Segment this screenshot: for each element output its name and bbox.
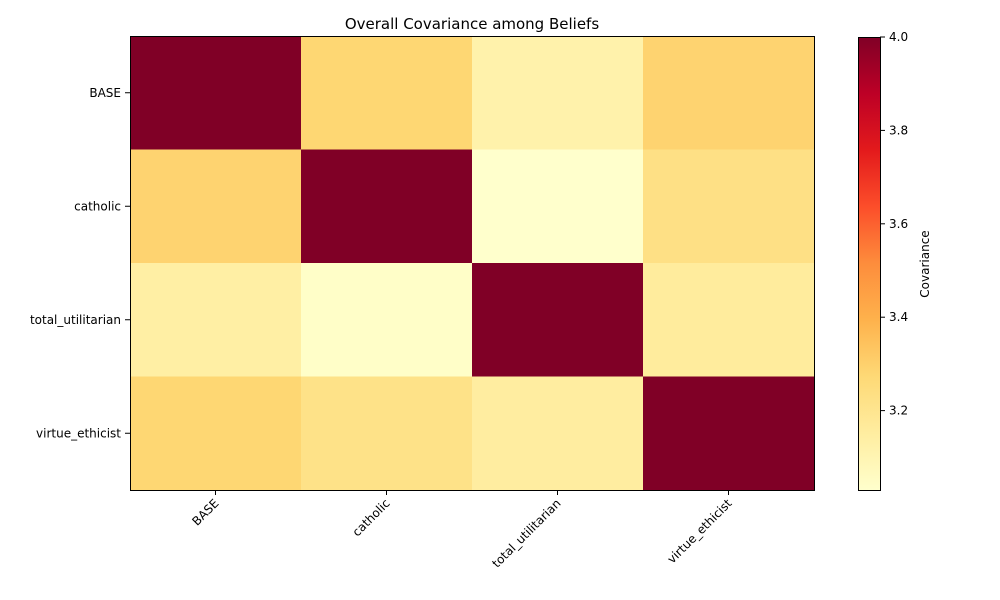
x-tick-label: catholic xyxy=(350,496,393,539)
colorbar-frame xyxy=(858,37,881,491)
colorbar-ticks: 3.2 3.4 3.6 3.8 4.0 xyxy=(880,30,908,418)
heatmap-cell-catholic-virtue_ethicist xyxy=(643,149,815,264)
heatmap-cell-virtue_ethicist-catholic xyxy=(301,376,473,491)
heatmap-cell-total_utilitarian-total_utilitarian xyxy=(472,263,644,377)
heatmap-cell-BASE-virtue_ethicist xyxy=(643,36,815,150)
colorbar: 3.2 3.4 3.6 3.8 4.0 Covariance xyxy=(858,30,932,491)
y-tick-label: virtue_ethicist xyxy=(36,426,121,440)
heatmap-cell-virtue_ethicist-total_utilitarian xyxy=(472,376,644,491)
y-tick-label: BASE xyxy=(89,86,121,100)
heatmap-cells xyxy=(130,36,815,491)
x-axis-ticks: BASE catholic total_utilitarian virtue_ethi… xyxy=(189,490,735,571)
chart-title: Overall Covariance among Beliefs xyxy=(345,15,600,33)
y-tick-label: total_utilitarian xyxy=(30,313,121,327)
heatmap-cell-total_utilitarian-BASE xyxy=(130,263,302,377)
colorbar-tick-label: 3.2 xyxy=(889,404,908,418)
heatmap-cell-BASE-total_utilitarian xyxy=(472,36,644,150)
plot-frame xyxy=(130,36,815,491)
colorbar-tick-label: 3.8 xyxy=(889,123,908,137)
colorbar-gradient xyxy=(858,37,880,490)
colorbar-label: Covariance xyxy=(918,230,932,297)
heatmap-cell-virtue_ethicist-BASE xyxy=(130,376,302,491)
heatmap-cell-BASE-catholic xyxy=(301,36,473,150)
heatmap-cell-virtue_ethicist-virtue_ethicist xyxy=(643,376,815,491)
x-tick-label: virtue_ethicist xyxy=(665,496,735,566)
y-axis-ticks: BASE catholic total_utilitarian virtue_ethi… xyxy=(30,86,130,440)
y-tick-label: catholic xyxy=(74,199,121,213)
heatmap-cell-catholic-catholic xyxy=(301,149,473,264)
heatmap-cell-catholic-total_utilitarian xyxy=(472,149,644,264)
colorbar-tick-label: 3.4 xyxy=(889,310,908,324)
x-tick-label: BASE xyxy=(189,496,221,528)
heatmap-cell-catholic-BASE xyxy=(130,149,302,264)
heatmap-cell-BASE-BASE xyxy=(130,36,302,150)
colorbar-tick-label: 3.6 xyxy=(889,217,908,231)
x-tick-label: total_utilitarian xyxy=(489,496,563,570)
heatmap-cell-total_utilitarian-catholic xyxy=(301,263,473,377)
colorbar-tick-label: 4.0 xyxy=(889,30,908,44)
heatmap-cell-total_utilitarian-virtue_ethicist xyxy=(643,263,815,377)
